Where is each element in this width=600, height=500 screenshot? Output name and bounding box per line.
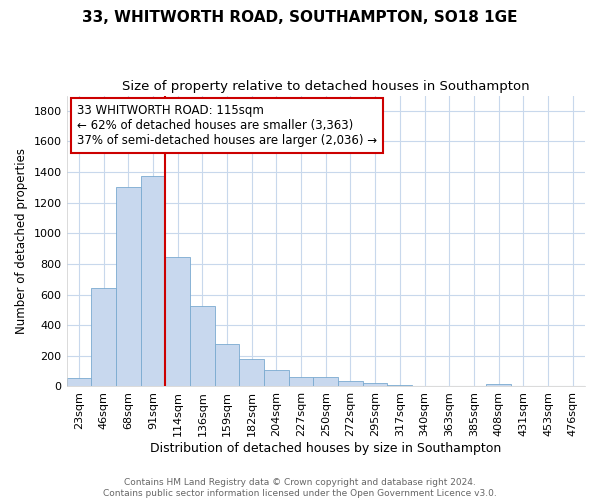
X-axis label: Distribution of detached houses by size in Southampton: Distribution of detached houses by size …: [150, 442, 502, 455]
Bar: [190, 306, 215, 386]
Bar: [264, 370, 289, 386]
Bar: [239, 359, 264, 386]
Bar: [215, 344, 239, 387]
Text: Contains HM Land Registry data © Crown copyright and database right 2024.
Contai: Contains HM Land Registry data © Crown c…: [103, 478, 497, 498]
Bar: [289, 376, 313, 386]
Bar: [67, 378, 91, 386]
Bar: [140, 176, 165, 386]
Title: Size of property relative to detached houses in Southampton: Size of property relative to detached ho…: [122, 80, 530, 93]
Bar: [363, 382, 388, 386]
Bar: [486, 384, 511, 386]
Y-axis label: Number of detached properties: Number of detached properties: [15, 148, 28, 334]
Bar: [116, 186, 140, 386]
Bar: [388, 384, 412, 386]
Bar: [91, 288, 116, 386]
Text: 33 WHITWORTH ROAD: 115sqm
← 62% of detached houses are smaller (3,363)
37% of se: 33 WHITWORTH ROAD: 115sqm ← 62% of detac…: [77, 104, 377, 148]
Bar: [165, 257, 190, 386]
Text: 33, WHITWORTH ROAD, SOUTHAMPTON, SO18 1GE: 33, WHITWORTH ROAD, SOUTHAMPTON, SO18 1G…: [82, 10, 518, 25]
Bar: [338, 381, 363, 386]
Bar: [313, 376, 338, 386]
